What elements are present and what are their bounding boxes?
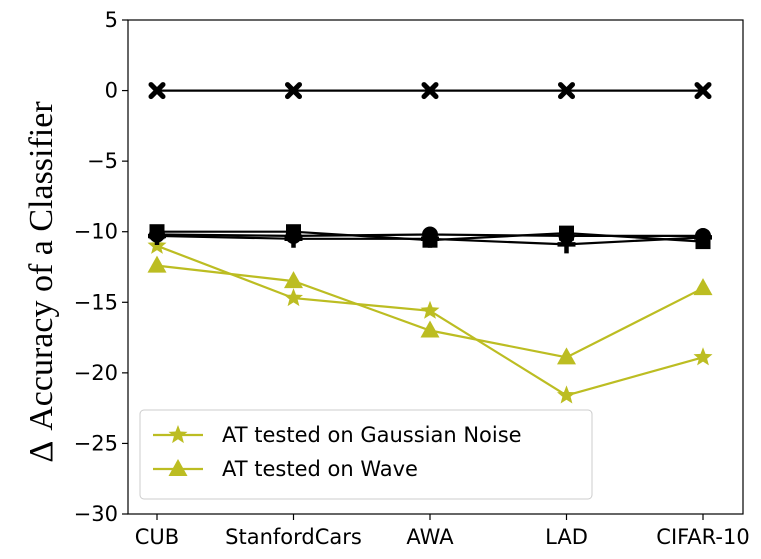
y-tick-label: −20 bbox=[74, 361, 118, 385]
legend-label: AT tested on Gaussian Noise bbox=[222, 423, 522, 447]
legend-marker-triangle bbox=[168, 459, 188, 476]
data-point-plus bbox=[421, 229, 439, 248]
series-black-3 bbox=[148, 226, 712, 254]
data-point-plus bbox=[557, 235, 576, 254]
data-point-triangle bbox=[693, 278, 713, 296]
data-point-triangle bbox=[284, 271, 303, 289]
data-point-plus bbox=[148, 226, 166, 245]
delta-symbol: Δ bbox=[23, 441, 60, 463]
data-point-x bbox=[148, 82, 166, 100]
data-point-triangle bbox=[420, 320, 440, 338]
y-axis-label-text: Accuracy of a Classifier bbox=[23, 101, 60, 431]
y-tick-label: −30 bbox=[74, 502, 118, 526]
legend: AT tested on Gaussian Noise AT tested on … bbox=[139, 409, 593, 500]
data-point-x bbox=[285, 82, 302, 100]
y-tick-label: −15 bbox=[74, 290, 118, 314]
x-tick-label: StanfordCars bbox=[225, 525, 362, 549]
legend-marker-star bbox=[168, 425, 188, 444]
axes: 5 0 −5 −10 −15 −20 −25 −30 CUB StanfordCars AWA LAD… bbox=[74, 8, 750, 549]
data-point-star bbox=[693, 347, 713, 366]
x-tick-label: AWA bbox=[406, 525, 454, 549]
data-point-plus bbox=[284, 229, 303, 248]
data-point-star bbox=[284, 288, 303, 307]
series-at-tested-on-gaussian-noise bbox=[147, 235, 713, 404]
data-point-x bbox=[421, 82, 439, 100]
y-tick-label: −5 bbox=[87, 149, 118, 173]
data-point-x bbox=[558, 82, 575, 100]
legend-box bbox=[139, 409, 593, 500]
y-tick-label: −10 bbox=[74, 220, 118, 244]
y-axis-label: Δ Accuracy of a Classifier bbox=[23, 101, 60, 463]
data-point-star bbox=[557, 385, 576, 404]
x-tick-label: CUB bbox=[135, 525, 179, 549]
series-at-tested-on-wave bbox=[147, 255, 713, 365]
x-tick-label: LAD bbox=[545, 525, 588, 549]
y-tick-label: −25 bbox=[74, 431, 118, 455]
y-tick-label: 0 bbox=[105, 79, 118, 103]
plot-frame bbox=[127, 19, 744, 515]
legend-label: AT tested on Wave bbox=[222, 457, 418, 481]
x-tick-label: CIFAR-10 bbox=[656, 525, 749, 549]
data-point-plus bbox=[694, 228, 712, 247]
data-point-star bbox=[420, 300, 440, 319]
data-point-triangle bbox=[147, 255, 167, 273]
series-layer bbox=[147, 82, 713, 404]
y-tick-label: 5 bbox=[105, 8, 118, 32]
series-reference bbox=[148, 82, 712, 100]
data-point-x bbox=[694, 82, 712, 100]
data-point-triangle bbox=[557, 347, 576, 365]
